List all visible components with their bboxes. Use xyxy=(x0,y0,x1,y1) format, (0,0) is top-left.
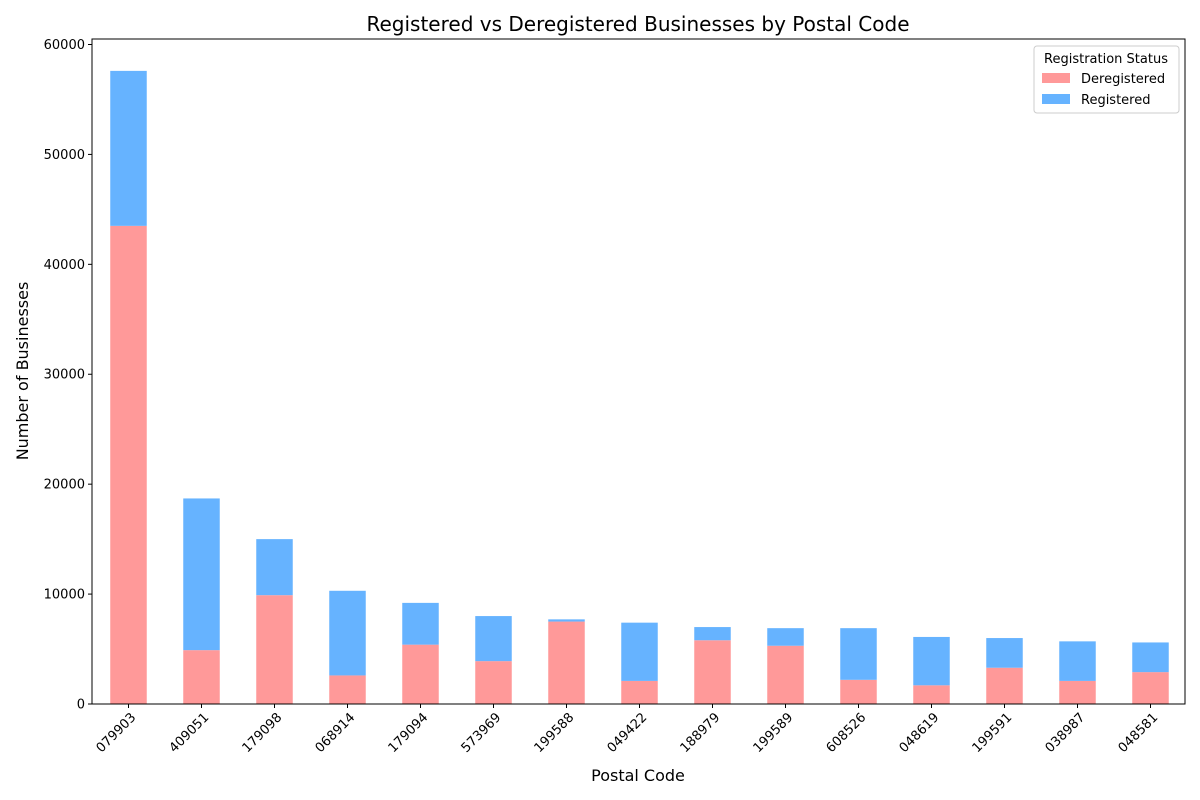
x-tick-label-038987: 038987 xyxy=(1043,710,1089,756)
bar-registered-048619 xyxy=(913,636,950,686)
bar-deregistered-199591 xyxy=(986,667,1023,704)
bar-registered-608526 xyxy=(840,628,877,680)
x-tick-label-608526: 608526 xyxy=(824,710,870,756)
x-tick-label-199591: 199591 xyxy=(970,710,1016,756)
y-tick-label-10000: 10000 xyxy=(44,588,85,603)
chart-title: Registered vs Deregistered Businesses by… xyxy=(366,12,909,36)
bar-deregistered-048619 xyxy=(913,685,950,704)
bar-deregistered-179094 xyxy=(402,644,439,704)
x-tick-label-199588: 199588 xyxy=(532,710,578,756)
y-axis: 0 10000 20000 30000 40000 50000 60000 xyxy=(44,38,92,713)
bar-registered-048581 xyxy=(1132,642,1169,673)
plot-frame xyxy=(91,38,1186,705)
x-tick-label-068914: 068914 xyxy=(313,710,359,756)
bars-group xyxy=(110,70,1169,705)
bar-deregistered-038987 xyxy=(1059,680,1096,704)
bar-registered-038987 xyxy=(1059,641,1096,681)
legend-box xyxy=(1033,45,1180,114)
bar-registered-573969 xyxy=(475,616,512,662)
x-tick-label-079903: 079903 xyxy=(94,710,140,756)
bar-deregistered-199588 xyxy=(548,621,585,704)
bar-deregistered-608526 xyxy=(840,679,877,704)
bar-registered-199589 xyxy=(767,628,804,646)
x-axis: 079903 409051 179098 068914 179094 573969 1995… xyxy=(94,704,1162,756)
y-tick-label-30000: 30000 xyxy=(44,368,85,383)
y-tick-label-50000: 50000 xyxy=(44,148,85,163)
bar-registered-409051 xyxy=(183,498,220,651)
x-tick-label-049422: 049422 xyxy=(605,710,651,756)
bar-registered-179098 xyxy=(256,539,293,596)
legend-label-deregistered: Deregistered xyxy=(1081,72,1165,87)
x-tick-label-188979: 188979 xyxy=(678,710,724,756)
x-tick-label-048581: 048581 xyxy=(1116,710,1162,756)
x-tick-label-409051: 409051 xyxy=(167,710,213,756)
bar-deregistered-079903 xyxy=(110,225,147,705)
bar-registered-049422 xyxy=(621,622,658,681)
legend: Registration Status Deregistered Registe… xyxy=(1033,45,1180,114)
bar-registered-068914 xyxy=(329,590,366,676)
bar-deregistered-068914 xyxy=(329,675,366,704)
x-tick-label-573969: 573969 xyxy=(459,710,505,756)
bar-registered-079903 xyxy=(110,70,147,226)
bar-registered-199591 xyxy=(986,638,1023,668)
y-tick-label-40000: 40000 xyxy=(44,258,85,273)
y-tick-label-20000: 20000 xyxy=(44,478,85,493)
legend-title: Registration Status xyxy=(1044,52,1168,67)
bar-deregistered-409051 xyxy=(183,650,220,704)
x-axis-title: Postal Code xyxy=(591,766,685,785)
bar-deregistered-573969 xyxy=(475,661,512,704)
bar-registered-199588 xyxy=(548,619,585,622)
bar-registered-188979 xyxy=(694,627,731,641)
bar-deregistered-188979 xyxy=(694,640,731,704)
legend-swatch-deregistered xyxy=(1042,73,1070,83)
x-tick-label-179094: 179094 xyxy=(386,710,432,756)
x-tick-label-179098: 179098 xyxy=(240,710,286,756)
bar-deregistered-179098 xyxy=(256,595,293,704)
legend-label-registered: Registered xyxy=(1081,93,1151,108)
x-tick-label-199589: 199589 xyxy=(751,710,797,756)
legend-swatch-registered xyxy=(1042,94,1070,104)
bar-registered-179094 xyxy=(402,602,439,645)
y-tick-label-60000: 60000 xyxy=(44,38,85,53)
bar-deregistered-048581 xyxy=(1132,672,1169,704)
x-tick-label-048619: 048619 xyxy=(897,710,943,756)
y-axis-title: Number of Businesses xyxy=(13,282,32,461)
bar-deregistered-049422 xyxy=(621,680,658,704)
bar-deregistered-199589 xyxy=(767,645,804,704)
y-tick-label-0: 0 xyxy=(77,698,85,713)
